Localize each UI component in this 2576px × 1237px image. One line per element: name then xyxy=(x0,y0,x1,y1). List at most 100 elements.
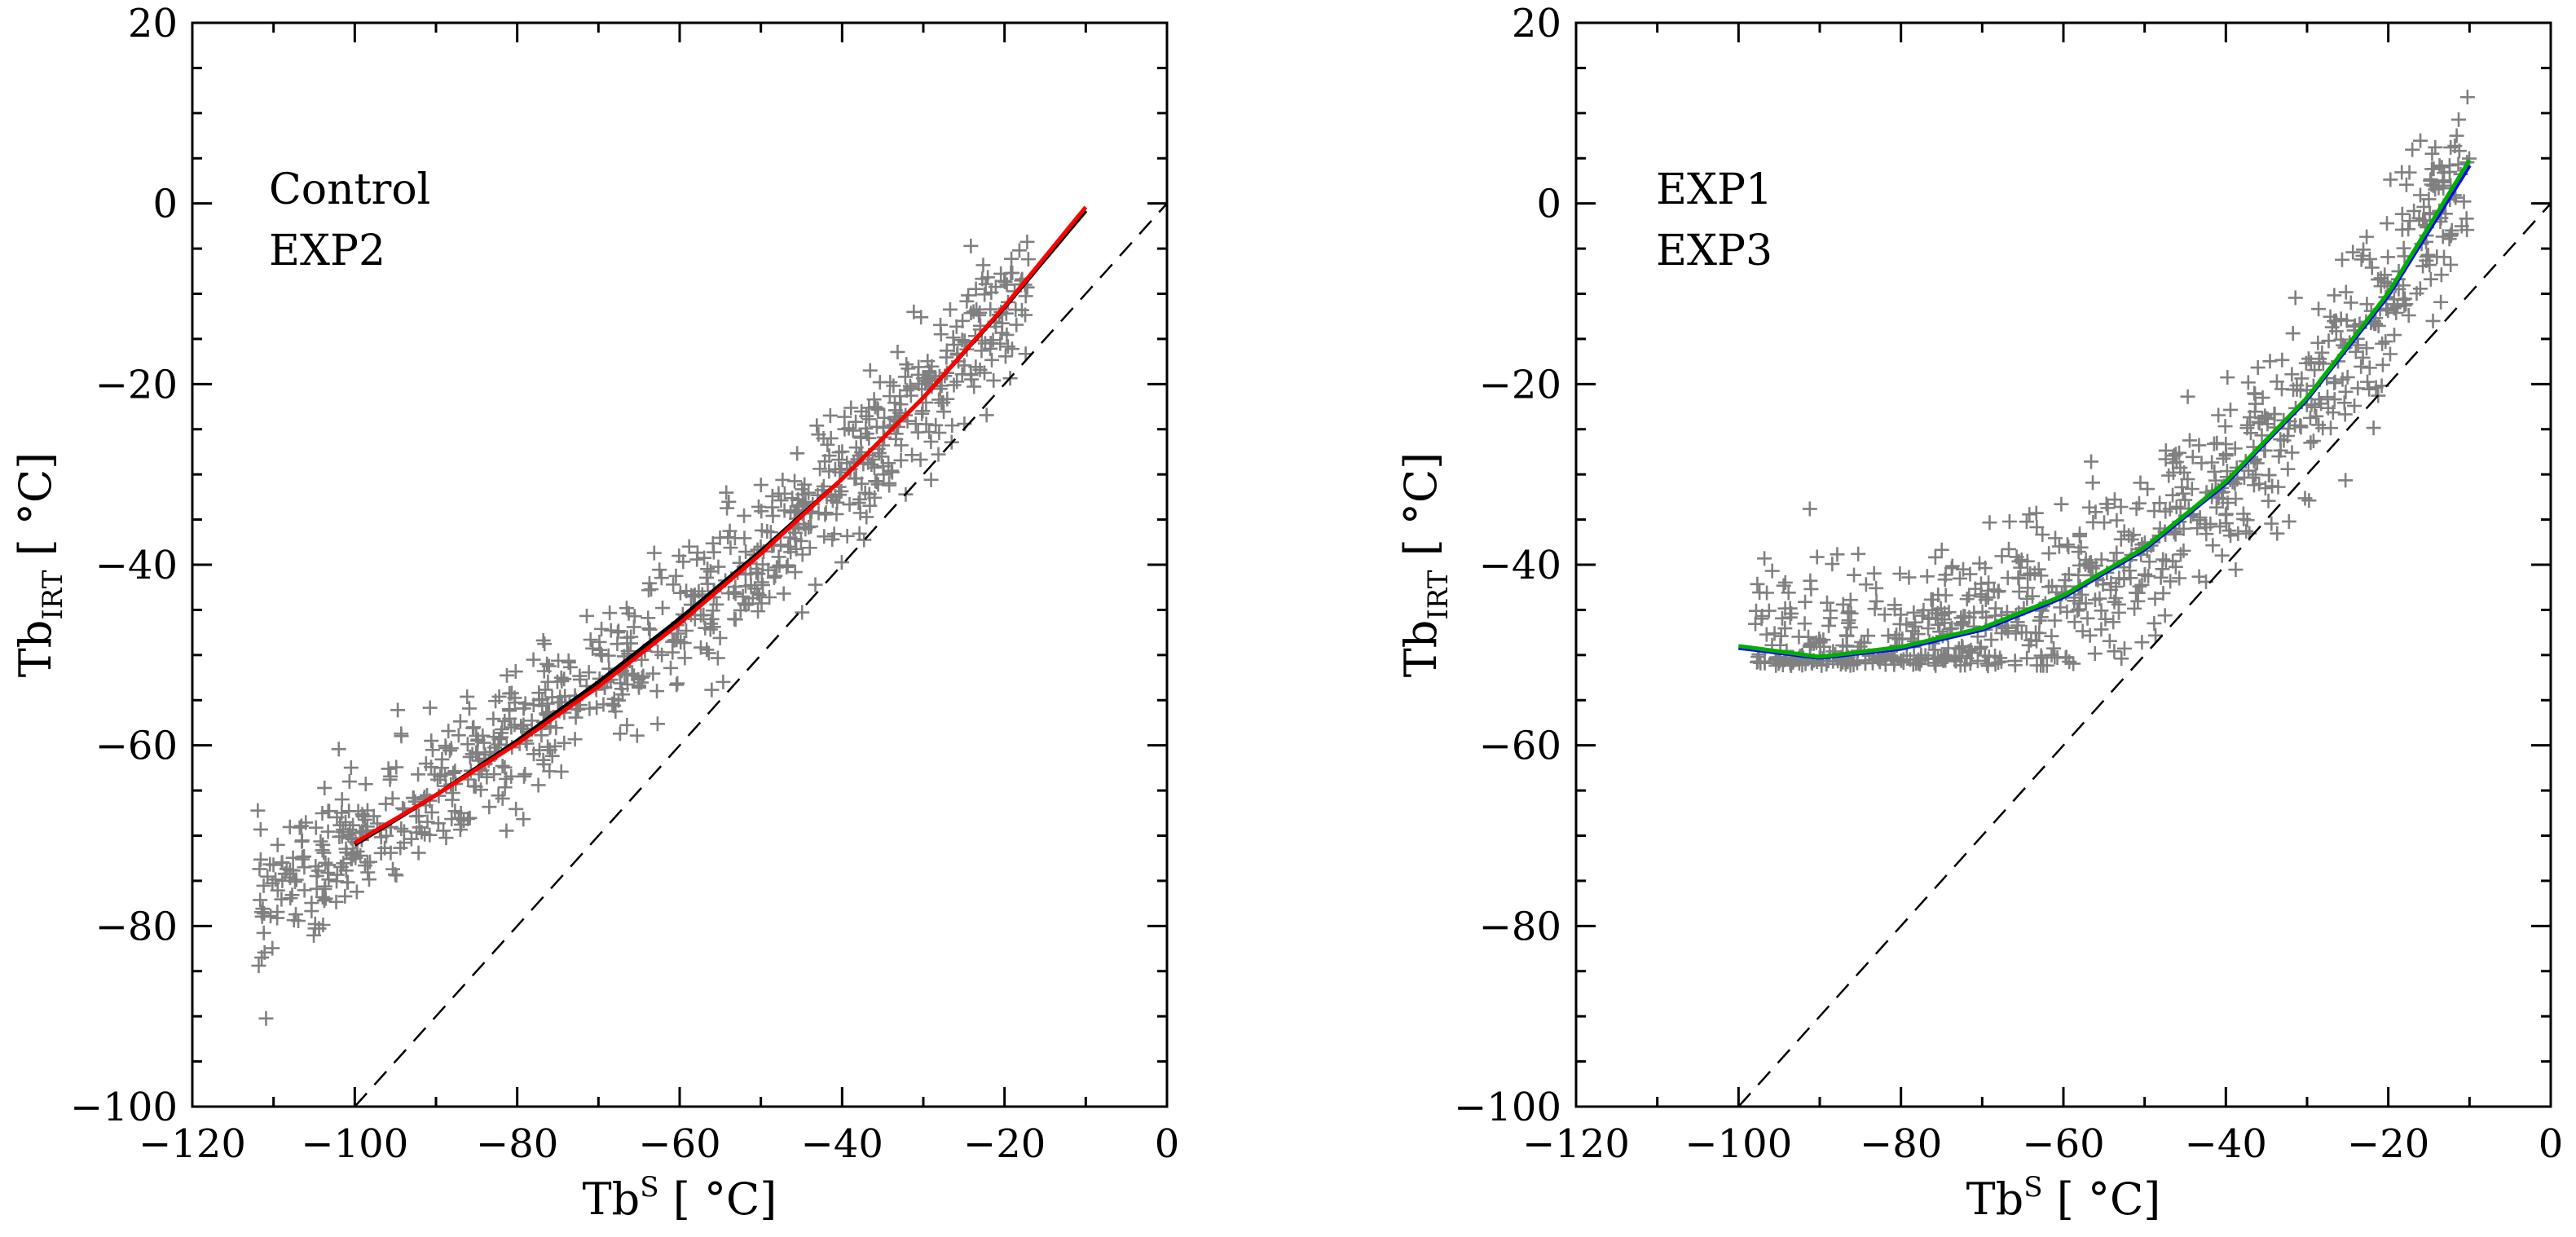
scatter-point xyxy=(2155,585,2171,601)
scatter-point xyxy=(2284,445,2300,460)
scatter-point xyxy=(652,562,667,578)
scatter-point xyxy=(2190,521,2205,536)
scatter-point xyxy=(2354,359,2369,374)
scatter-point xyxy=(381,761,396,777)
scatter-point xyxy=(441,724,456,739)
fit-line-exp3 xyxy=(1738,159,2472,659)
scatter-point xyxy=(2142,554,2157,570)
scatter-point xyxy=(853,429,869,444)
scatter-point xyxy=(848,414,864,429)
scatter-point xyxy=(650,716,665,732)
scatter-point xyxy=(646,545,662,561)
scatter-point xyxy=(275,873,290,888)
scatter-point xyxy=(817,529,832,544)
scatter-point xyxy=(253,852,268,867)
scatter-point xyxy=(460,737,475,752)
scatter-point xyxy=(808,577,823,592)
scatter-point xyxy=(2377,267,2393,283)
scatter-point xyxy=(453,805,469,821)
scatter-point xyxy=(283,891,298,906)
scatter-point xyxy=(557,671,572,687)
y-axis-title-main: Tb xyxy=(10,620,61,678)
scatter-point xyxy=(2248,386,2263,402)
scatter-point xyxy=(385,790,400,806)
scatter-point xyxy=(2424,146,2440,161)
scatter-point xyxy=(754,504,769,519)
scatter-point xyxy=(2281,513,2296,529)
scatter-point xyxy=(893,452,909,468)
scatter-point xyxy=(1008,302,1024,317)
scatter-point xyxy=(465,746,480,762)
scatter-point xyxy=(2089,558,2103,574)
scatter-point xyxy=(2114,651,2129,667)
scatter-point xyxy=(650,644,666,659)
scatter-point xyxy=(2375,357,2390,372)
scatter-point xyxy=(420,814,435,830)
scatter-point xyxy=(999,277,1015,293)
scatter-point xyxy=(495,758,510,773)
scatter-point xyxy=(614,681,629,697)
scatter-point xyxy=(594,621,610,636)
scatter-point xyxy=(2138,566,2153,582)
scatter-point xyxy=(2106,614,2121,630)
scatter-point xyxy=(343,760,359,776)
y-axis-title-sub: IRT xyxy=(1422,570,1455,619)
scatter-point xyxy=(629,728,645,743)
scatter-point xyxy=(1020,252,1036,267)
scatter-point xyxy=(820,437,835,452)
scatter-point xyxy=(2165,487,2181,503)
scatter-point xyxy=(673,635,689,650)
scatter-point xyxy=(2107,644,2122,659)
x-axis-title-sup: S xyxy=(640,1171,658,1204)
scatter-point xyxy=(2302,410,2318,425)
plot-frame-left xyxy=(191,21,1169,1108)
scatter-point xyxy=(884,464,900,480)
scatter-point xyxy=(787,565,803,580)
scatter-point xyxy=(2311,302,2327,317)
scatter-point xyxy=(2257,408,2273,424)
scatter-point xyxy=(285,863,301,878)
scatter-point xyxy=(802,540,817,556)
scatter-point xyxy=(2034,650,2050,666)
scatter-point xyxy=(2129,501,2144,517)
scatter-point xyxy=(1866,566,1882,581)
scatter-point xyxy=(2305,434,2321,449)
scatter-point xyxy=(346,847,361,863)
scatter-point xyxy=(645,666,661,681)
scatter-point xyxy=(1972,641,1988,657)
scatter-point xyxy=(2132,579,2147,594)
scatter-point xyxy=(2152,495,2168,511)
scatter-point xyxy=(1797,616,1812,632)
scatter-point xyxy=(865,451,880,467)
scatter-point xyxy=(2208,473,2223,488)
scatter-point xyxy=(679,623,694,638)
x-axis-title-main: Tb xyxy=(1966,1173,2024,1225)
scatter-point xyxy=(447,764,463,779)
x-tick-label: −20 xyxy=(2347,1121,2429,1167)
scatter-point xyxy=(579,608,595,623)
scatter-point xyxy=(275,855,290,870)
scatter-point xyxy=(2029,519,2045,535)
scatter-point xyxy=(336,856,351,871)
scatter-point xyxy=(562,659,578,675)
scatter-point xyxy=(1869,593,1884,609)
scatter-point xyxy=(2216,451,2231,466)
scatter-point xyxy=(2265,478,2280,494)
scatter-point xyxy=(914,406,930,421)
scatter-point xyxy=(509,801,524,817)
scatter-point xyxy=(284,887,300,903)
scatter-point xyxy=(2088,504,2103,520)
scatter-point xyxy=(2074,587,2089,602)
scatter-point xyxy=(1972,556,1988,571)
scatter-point xyxy=(842,497,857,513)
scatter-point xyxy=(2155,561,2170,577)
scatter-point xyxy=(859,408,874,424)
scatter-point xyxy=(626,668,641,684)
x-tick-label: −60 xyxy=(638,1121,720,1167)
scatter-point xyxy=(2116,524,2132,539)
y-tick-label: 20 xyxy=(1512,1,1561,46)
scatter-point xyxy=(2255,390,2270,406)
scatter-point xyxy=(499,771,514,786)
scatter-point xyxy=(2338,473,2354,488)
